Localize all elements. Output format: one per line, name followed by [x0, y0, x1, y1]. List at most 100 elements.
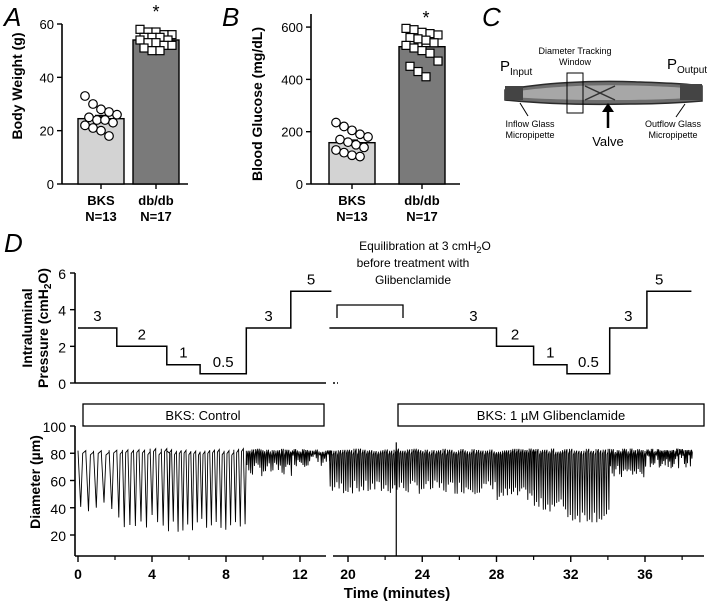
time-xlabel: Time (minutes) [344, 585, 450, 602]
panel-a-n-2: N=17 [140, 209, 171, 224]
diameter-ytick-label-3: 80 [50, 446, 66, 462]
pressure-ytick-label-2: 4 [58, 303, 66, 319]
pressure-ylabel-line-1: Intraluminal [19, 288, 35, 367]
glibenclamide-condition-label: BKS: 1 µM Glibenclamide [477, 408, 625, 423]
pressure-step-labels: 3 2 1 0.5 3 5 3 2 1 0.5 3 5 [93, 271, 663, 371]
diameter-ytick-label-4: 100 [43, 419, 67, 435]
a-point [92, 115, 102, 125]
a-point [151, 38, 161, 48]
a-point [135, 35, 145, 45]
time-tick-label-right-0: 20 [340, 566, 356, 582]
panel-a-n-1: N=13 [85, 209, 116, 224]
b-point [429, 38, 439, 48]
a-ytick-label-0: 0 [47, 177, 54, 192]
b-point [421, 35, 431, 45]
equilibration-note-line-3: Glibenclamide [375, 273, 451, 287]
a-point [96, 104, 106, 115]
diameter-window-label-2: Window [559, 57, 592, 67]
equilibration-note-line-1: Equilibration at 3 cmH2O [359, 239, 491, 255]
glibenclamide-condition-box [397, 403, 705, 427]
b-point [343, 137, 353, 148]
pressure-ytick-label-3: 6 [58, 266, 66, 282]
equilibration-note-line-2: before treatment with [357, 256, 470, 270]
time-tick-label-right-2: 28 [489, 566, 505, 582]
b-point [433, 56, 443, 66]
panel-a-bars [77, 37, 180, 185]
panel-b: B Blood Glucose (mg/dL) 0 200 400 600 * BKS… [222, 2, 460, 224]
b-point [405, 32, 415, 43]
diameter-ylabel: Diameter (µm) [27, 435, 43, 529]
glibenclamide-step-label-4: 3 [624, 308, 632, 325]
a-bar-db/db [132, 39, 180, 185]
a-point [135, 24, 145, 34]
glibenclamide-step-label-0: 3 [469, 308, 477, 325]
inflow-pipette-tip [505, 86, 523, 100]
a-ytick-label-1: 20 [40, 124, 54, 139]
panel-b-points [331, 23, 443, 162]
outflow-arrow-line [675, 103, 686, 118]
b-point [405, 61, 415, 71]
a-ytick-label-3: 60 [40, 17, 54, 32]
a-point [88, 123, 98, 133]
glibenclamide-step-label-3: 0.5 [578, 354, 599, 371]
a-point [112, 109, 122, 120]
a-point [100, 115, 110, 125]
diameter-trace-control [77, 447, 333, 532]
b-ytick-label-0: 0 [296, 177, 303, 192]
time-tick-label-left-0: 0 [74, 566, 82, 582]
b-point [355, 151, 365, 162]
outflow-label-2: Micropipette [648, 130, 697, 140]
glibenclamide-step-label-5: 5 [655, 271, 663, 288]
panel-b-letter: B [222, 2, 239, 32]
a-point [167, 40, 177, 50]
control-step-label-2: 1 [179, 345, 187, 362]
b-point [351, 139, 361, 150]
pressure-traces [78, 290, 692, 375]
time-tick-label-left-3: 12 [292, 566, 308, 582]
equilibration-bracket [336, 304, 404, 318]
diameter-ytick-label-2: 60 [50, 474, 66, 490]
diameter-window-label-1: Diameter Tracking [538, 46, 611, 56]
panel-a-cat-1: BKS [87, 193, 115, 208]
time-tick-label-left-2: 8 [222, 566, 230, 582]
panel-b-n-1: N=13 [336, 209, 367, 224]
control-step-label-0: 3 [93, 308, 101, 325]
diameter-ytick-label-1: 40 [50, 501, 66, 517]
panel-b-cat-2: db/db [404, 193, 439, 208]
valve-arrow-head [602, 103, 614, 112]
inflow-label-2: Micropipette [505, 130, 554, 140]
time-tick-label-right-1: 24 [414, 566, 430, 582]
panel-d-letter: D [4, 228, 23, 258]
panel-d: D Intraluminal Pressure (cmH2O) Diameter… [4, 228, 705, 602]
inflow-label-1: Inflow Glass [505, 119, 555, 129]
b-point [417, 46, 427, 56]
time-tick-label-right-4: 36 [637, 566, 653, 582]
a-point [104, 107, 114, 117]
b-point [401, 23, 411, 33]
a-point [104, 131, 114, 141]
b-ytick-label-2: 400 [281, 72, 303, 87]
a-point [147, 46, 157, 56]
pressure-ytick-label-1: 2 [58, 339, 66, 355]
panel-a: A Body Weight (g) 0 20 40 60 * BKS N=13 db/… [2, 2, 188, 224]
b-point [425, 48, 435, 58]
diameter-ytick-label-0: 20 [50, 528, 66, 544]
b-point [359, 142, 369, 153]
panel-b-n-2: N=17 [406, 209, 437, 224]
a-point [80, 120, 90, 131]
panel-b-ylabel: Blood Glucose (mg/dL) [249, 27, 265, 181]
diameter-traces [77, 442, 693, 556]
b-point [401, 40, 411, 50]
inflow-arrow-line [519, 102, 529, 117]
outflow-label-1: Outflow Glass [645, 119, 702, 129]
b-point [331, 117, 341, 128]
b-point [347, 125, 357, 136]
panel-a-points [80, 24, 177, 141]
b-point [347, 150, 357, 161]
outflow-pipette-tip [680, 84, 702, 100]
a-ytick-label-2: 40 [40, 70, 54, 85]
vessel-lumen [512, 85, 698, 100]
pressure-ytick-label-0: 0 [58, 376, 66, 392]
